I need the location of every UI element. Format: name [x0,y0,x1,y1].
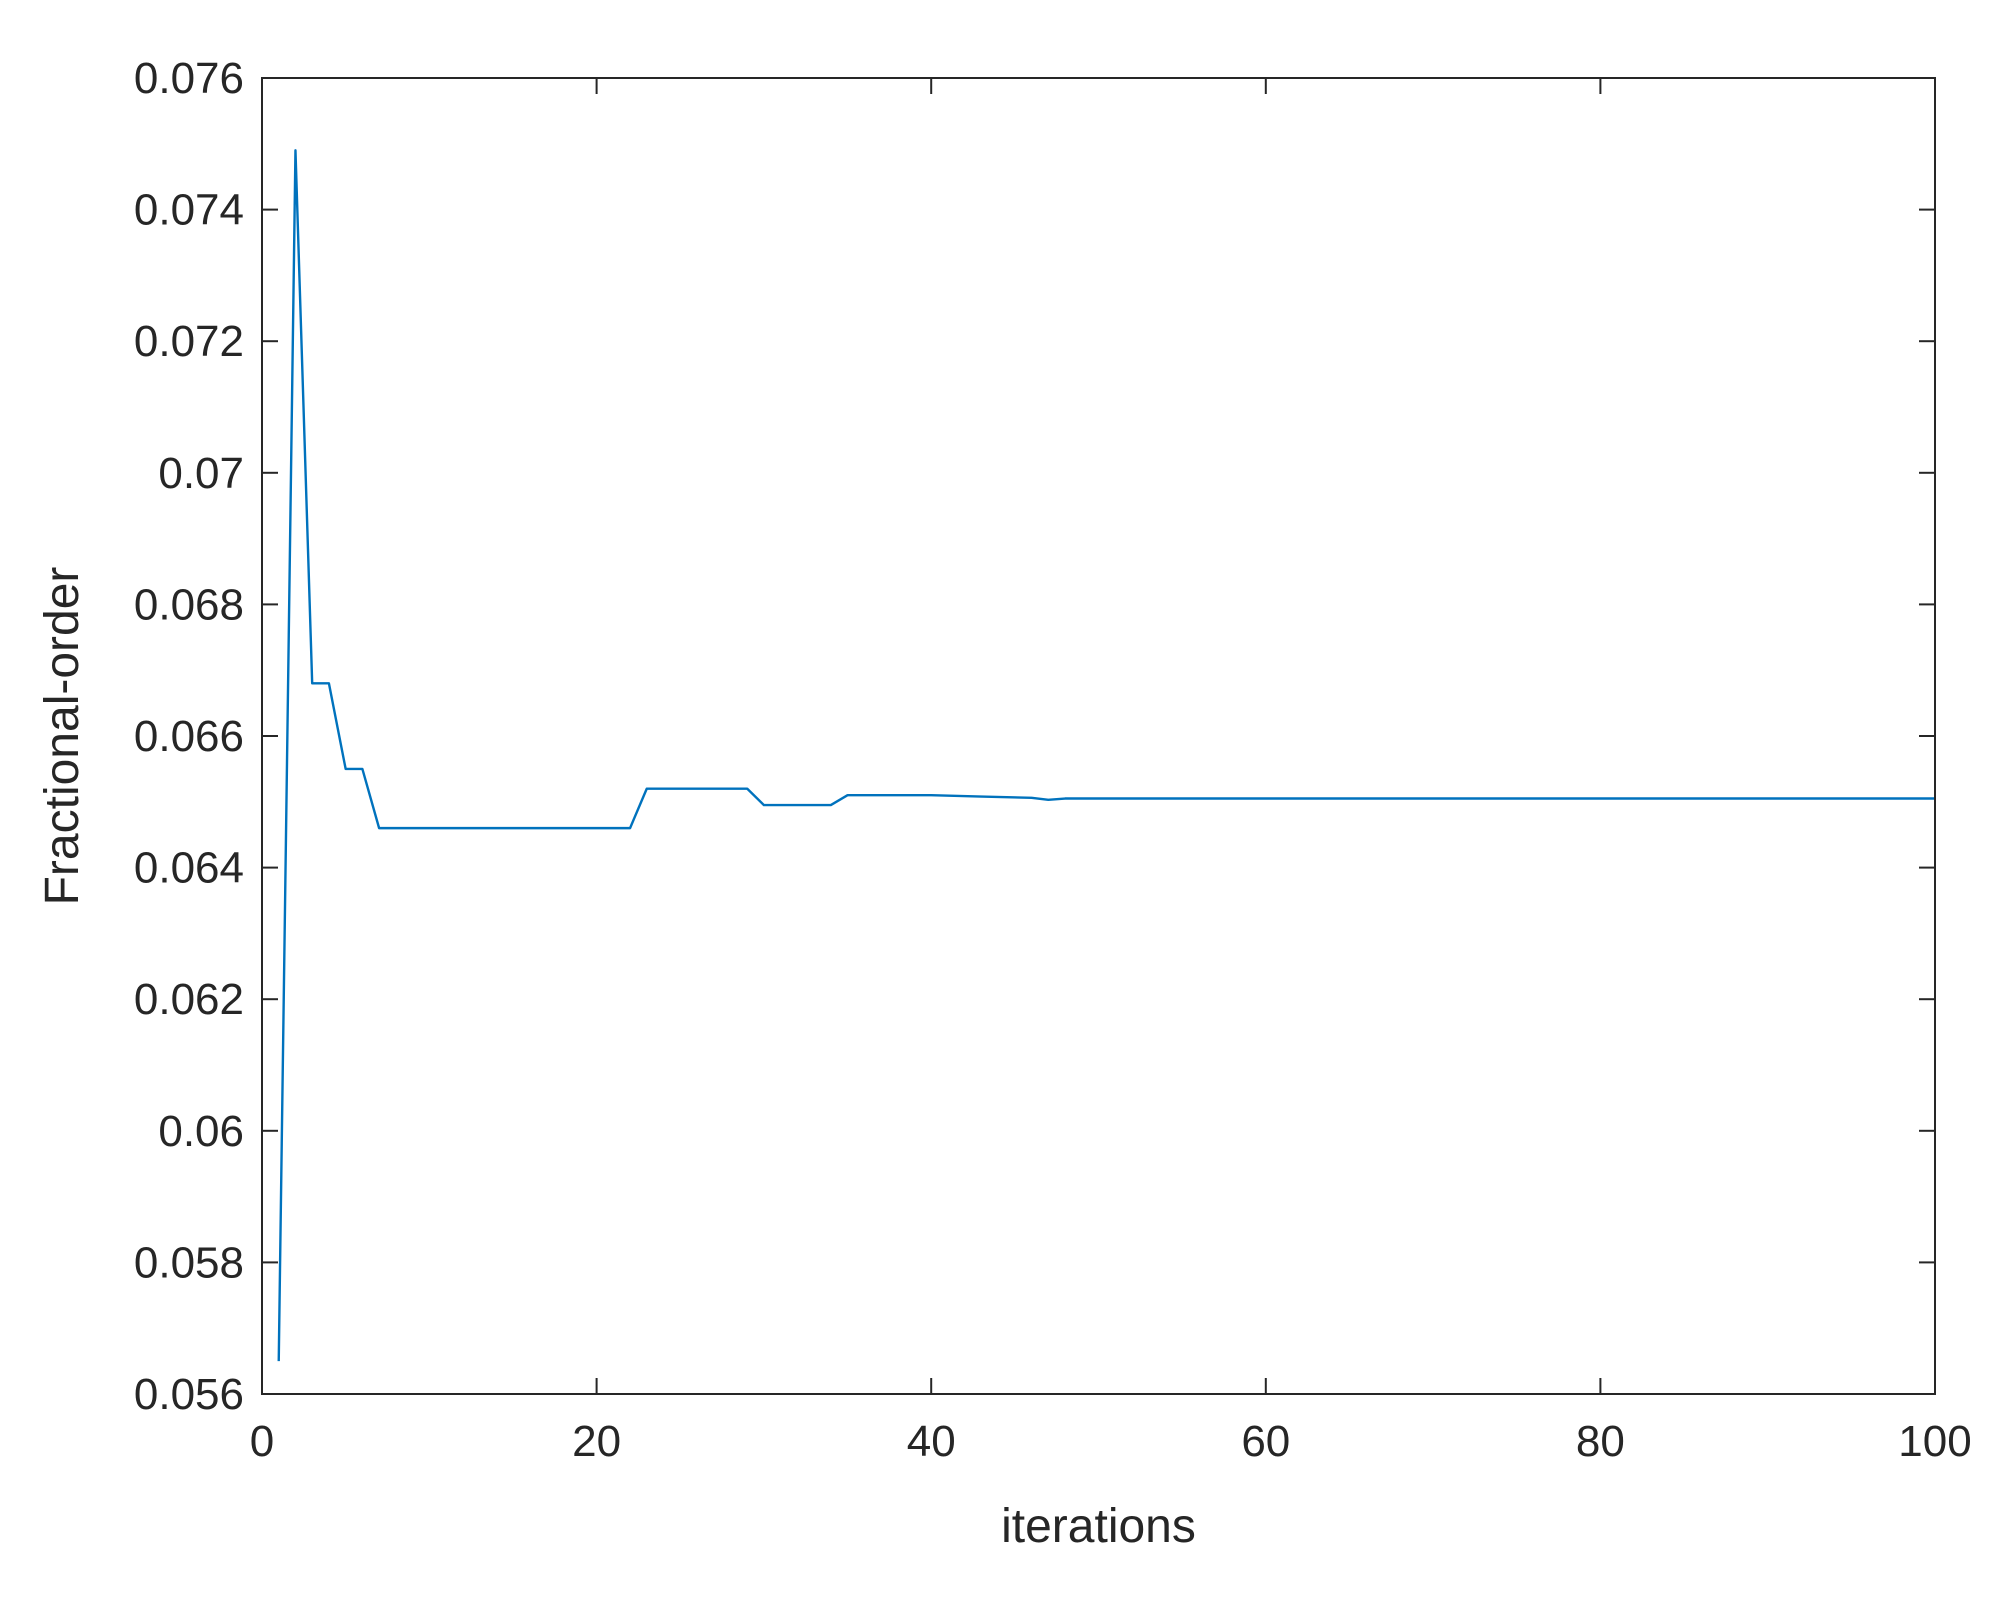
x-tick-labels: 0 20 40 60 80 100 [250,1417,1972,1466]
y-tick-label: 0.062 [134,975,244,1024]
x-tick-label: 60 [1241,1417,1290,1466]
y-tick-label: 0.072 [134,317,244,366]
x-tick-label: 100 [1898,1417,1971,1466]
y-tick-label: 0.06 [158,1107,244,1156]
x-tick-label: 0 [250,1417,274,1466]
y-tick-label: 0.068 [134,580,244,629]
y-tick-label: 0.064 [134,844,244,893]
x-tick-label: 20 [572,1417,621,1466]
y-tick-labels: 0.056 0.058 0.06 0.062 0.064 0.066 0.068 0.07 0.… [134,54,244,1419]
y-tick-label: 0.056 [134,1370,244,1419]
y-axis-label: Fractional-order [36,567,89,906]
y-tick-label: 0.07 [158,449,244,498]
y-tick-label: 0.066 [134,712,244,761]
x-tick-label: 40 [907,1417,956,1466]
axis-ticks [261,77,1936,1395]
x-tick-label: 80 [1576,1417,1625,1466]
y-tick-label: 0.058 [134,1238,244,1287]
x-axis-label: iterations [1001,1500,1196,1553]
y-tick-label: 0.074 [134,186,244,235]
y-tick-label: 0.076 [134,54,244,103]
series-line [277,149,1935,1362]
